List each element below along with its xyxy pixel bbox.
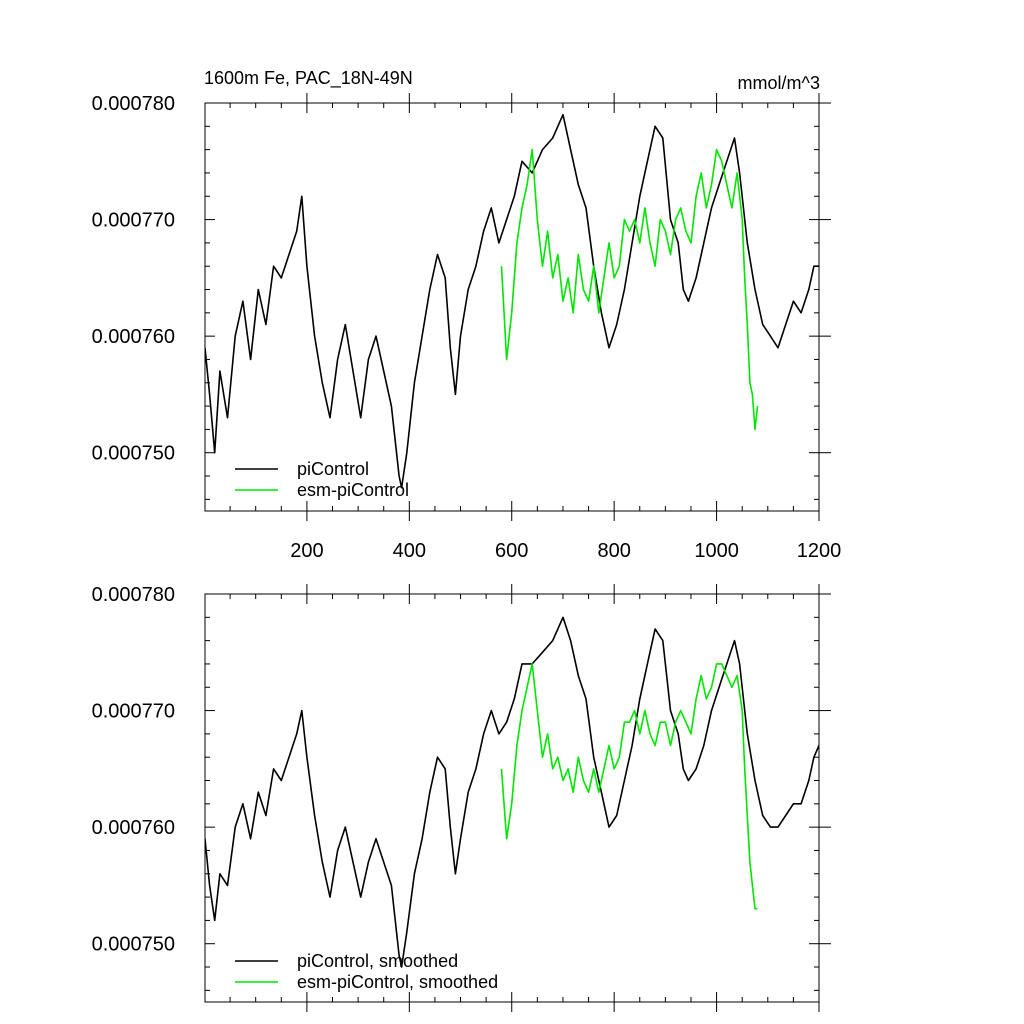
legend-label: piControl — [297, 459, 369, 479]
y-tick-label: 0.000780 — [92, 584, 175, 606]
y-tick-label: 0.000770 — [92, 210, 175, 232]
y-tick-label: 0.000750 — [92, 934, 175, 956]
x-tick-label: 1200 — [797, 540, 842, 562]
panel-smoothed: 0.000750 0.000760 0.000770 0.000780 piContro… — [92, 584, 831, 1012]
series-line-picontrol-smoothed — [205, 616, 819, 968]
x-tick-label: 400 — [393, 540, 426, 562]
legend-label: esm-piControl, smoothed — [297, 972, 498, 992]
legend-label: esm-piControl — [297, 480, 409, 500]
x-tick-label: 600 — [495, 540, 528, 562]
chart-title: 1600m Fe, PAC_18N-49N — [204, 68, 413, 89]
series-line-esm-picontrol-smoothed — [500, 663, 758, 910]
y-tick-label: 0.000760 — [92, 817, 175, 839]
x-tick-label: 1000 — [694, 540, 739, 562]
y-tick-label: 0.000780 — [92, 93, 175, 115]
units-label: mmol/m^3 — [738, 73, 820, 93]
series-line-esm-picontrol — [500, 148, 759, 431]
legend-label: piControl, smoothed — [297, 951, 458, 971]
panel-raw: 200 400 600 800 1000 1200 0.000750 0.000760 0.00… — [92, 93, 842, 562]
y-tick-label: 0.000770 — [92, 701, 175, 723]
y-tick-label: 0.000750 — [92, 443, 175, 465]
x-tick-label: 800 — [597, 540, 630, 562]
y-tick-label: 0.000760 — [92, 326, 175, 348]
x-tick-label: 200 — [290, 540, 323, 562]
series-line-picontrol — [205, 113, 819, 489]
